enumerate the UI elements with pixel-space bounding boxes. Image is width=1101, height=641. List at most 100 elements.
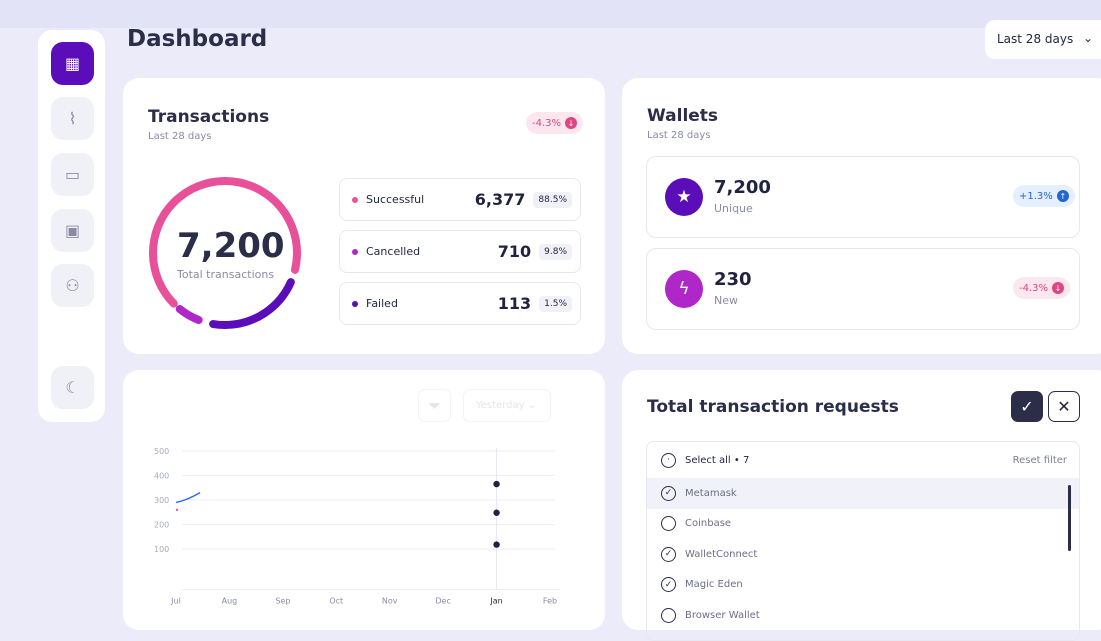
y-tick-label: 100: [154, 545, 169, 554]
moon-icon: ☾: [65, 378, 80, 397]
checked-circle-icon: ✓: [661, 546, 676, 562]
arrow-down-icon: ↓: [565, 117, 578, 129]
wallet-label: Unique: [714, 202, 753, 215]
legend-dot: [352, 300, 358, 307]
checked-circle-icon: ✓: [661, 577, 676, 593]
sidebar-item-users[interactable]: ⚇: [51, 264, 94, 307]
arrow-down-icon: ↓: [1052, 282, 1065, 294]
series-line: [175, 492, 201, 504]
wallet-new: ϟ 230 New -4.3% ↓: [646, 248, 1080, 330]
stat-failed: Failed 113 1.5%: [339, 282, 581, 325]
stat-value: 113: [497, 294, 532, 313]
stat-cancelled: Cancelled 710 9.8%: [339, 230, 581, 273]
data-point: [493, 509, 500, 516]
stat-value: 710: [497, 242, 532, 261]
cancel-button[interactable]: ✕: [1048, 391, 1080, 422]
wallet-value: 230: [714, 269, 752, 290]
sidebar-item-dashboard[interactable]: ▦: [51, 42, 94, 85]
sidebar-item-devices[interactable]: ▣: [51, 209, 94, 252]
y-tick-label: 200: [154, 521, 169, 530]
wallets-card: Wallets Last 28 days ★ 7,200 Unique +1.3…: [622, 78, 1101, 354]
unchecked-circle-icon: [661, 516, 676, 532]
donut-segment-successful: [149, 177, 301, 329]
transactions-subtitle: Last 28 days: [148, 131, 212, 142]
list-item-label: Browser Wallet: [685, 609, 760, 621]
total-label: Total transactions: [177, 268, 275, 281]
select-all-row[interactable]: · Select all • 7 Reset filter: [647, 442, 1079, 478]
donut-segment-failed: [149, 177, 301, 329]
list-item[interactable]: Coinbase: [647, 509, 1079, 540]
stat-value: 6,377: [474, 190, 526, 209]
reset-filter-link[interactable]: Reset filter: [1012, 454, 1067, 466]
data-point: [493, 480, 500, 488]
theme-toggle[interactable]: ☾: [51, 366, 94, 409]
stat-label: Failed: [366, 297, 398, 310]
x-tick-label: Dec: [435, 597, 450, 606]
data-point: [493, 541, 500, 548]
x-tick-label: Jul: [170, 597, 181, 606]
y-tick-label: 500: [154, 447, 169, 456]
grid-icon: ▦: [64, 54, 81, 73]
filter-button[interactable]: ⏷: [418, 389, 451, 422]
stat-pct: 9.8%: [539, 243, 572, 260]
wallet-label: New: [714, 294, 738, 307]
list-item-label: WalletConnect: [685, 548, 758, 560]
arrow-up-icon: ↑: [1056, 190, 1069, 202]
requests-title: Total transaction requests: [647, 397, 899, 417]
series-point: [175, 508, 179, 511]
stat-label: Cancelled: [366, 245, 421, 258]
change-value: -4.3%: [1019, 282, 1049, 294]
list-item-label: Coinbase: [685, 518, 732, 530]
list-item[interactable]: ✓ Magic Eden: [647, 570, 1079, 601]
confirm-button[interactable]: ✓: [1011, 391, 1043, 422]
legend-dot: [352, 248, 358, 255]
stat-label: Successful: [366, 193, 425, 206]
sidebar-item-security[interactable]: ⌇: [51, 97, 94, 140]
wallet-value: 7,200: [714, 177, 771, 198]
users-icon: ⚇: [65, 276, 80, 295]
check-icon: ✓: [1020, 397, 1034, 416]
y-tick-label: 400: [154, 472, 169, 481]
x-tick-label: Aug: [222, 597, 238, 606]
x-tick-label: Oct: [329, 597, 343, 606]
list-item[interactable]: Browser Wallet: [647, 600, 1079, 631]
total-value: 7,200: [177, 226, 285, 266]
wallet-filter-list: · Select all • 7 Reset filter ✓ Metamask Coi…: [646, 441, 1080, 641]
x-tick-label: Feb: [543, 597, 557, 606]
x-tick-label: Sep: [275, 597, 290, 606]
x-tick-label: Nov: [382, 597, 398, 606]
fingerprint-icon: ⌇: [68, 109, 77, 128]
list-item[interactable]: ✓ WalletConnect: [647, 539, 1079, 570]
donut-chart: [149, 177, 301, 329]
unchecked-circle-icon: [661, 607, 676, 623]
requests-card: Total transaction requests ✓ ✕ · Select a…: [622, 370, 1101, 641]
monitor-icon: ▣: [64, 221, 81, 240]
period-value: Yesterday: [476, 400, 525, 411]
y-tick-label: 300: [154, 496, 169, 505]
change-badge: -4.3% ↓: [526, 112, 584, 134]
star-icon: ★: [665, 178, 703, 216]
legend-dot: [352, 196, 358, 203]
sidebar: ▦ ⌇ ▭ ▣ ⚇ ☾: [38, 30, 105, 422]
list-item[interactable]: ✓ Metamask: [647, 478, 1079, 509]
chart-card: ⏷ Yesterday ⌄ 500 400 300 200 100 Jul Aug Sep Oc…: [123, 370, 605, 630]
select-all-icon: ·: [661, 452, 676, 468]
transactions-title: Transactions: [148, 107, 270, 127]
transactions-card: Transactions Last 28 days -4.3% ↓ 7,200 T…: [123, 78, 605, 354]
selected-count: 7: [742, 454, 750, 466]
select-all-label: Select all: [685, 454, 731, 466]
list-item-label: Metamask: [685, 487, 737, 499]
close-icon: ✕: [1057, 397, 1071, 416]
wallet-unique: ★ 7,200 Unique +1.3% ↑: [646, 156, 1080, 238]
checked-circle-icon: ✓: [661, 485, 676, 501]
line-chart: 500 400 300 200 100 Jul Aug Sep Oct Nov Dec Jan Feb: [154, 447, 560, 606]
change-badge: +1.3% ↑: [1013, 185, 1075, 207]
period-select[interactable]: Yesterday ⌄: [463, 389, 551, 422]
sidebar-item-payments[interactable]: ▭: [51, 153, 94, 196]
scrollbar[interactable]: [1068, 485, 1071, 551]
list-item-label: Magic Eden: [685, 579, 743, 591]
stat-pct: 88.5%: [533, 191, 572, 208]
change-value: +1.3%: [1019, 190, 1053, 202]
page-title: Dashboard: [127, 26, 268, 52]
date-range-select[interactable]: Last 28 days ⌄: [985, 20, 1101, 59]
